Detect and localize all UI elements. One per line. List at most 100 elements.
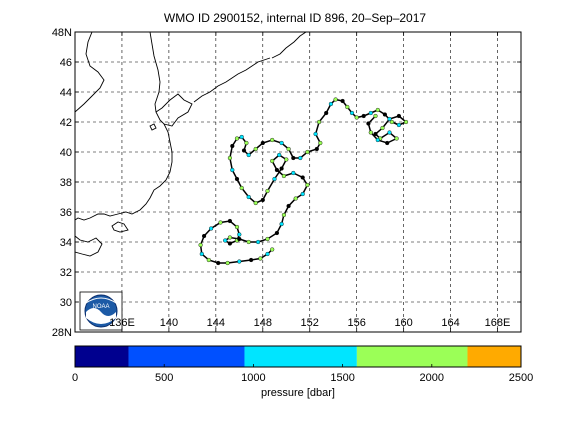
- profile-point: [375, 107, 380, 113]
- profile-point: [256, 239, 261, 245]
- profile-point: [279, 221, 284, 227]
- y-tick-label: 28N: [52, 327, 72, 339]
- profile-point: [314, 146, 319, 152]
- profile-point: [286, 203, 291, 209]
- profile-point: [241, 148, 247, 153]
- profile-point: [253, 146, 258, 152]
- colorbar-frame: [74, 345, 522, 368]
- profile-point: [298, 155, 303, 161]
- profile-point: [270, 137, 275, 143]
- profile-point: [279, 140, 284, 146]
- profile-point: [227, 241, 232, 246]
- profile-point: [202, 233, 207, 239]
- profile-point: [305, 182, 310, 188]
- profile-point: [403, 119, 409, 125]
- profile-point: [291, 170, 296, 176]
- profile-point: [345, 104, 350, 110]
- profile-point: [324, 110, 329, 116]
- profile-point: [354, 115, 359, 120]
- profile-point: [279, 166, 284, 171]
- profile-point: [237, 236, 242, 242]
- map-area: NOAA 136E 140 144 148 152 156 160 164 168E 48N 46 4…: [52, 27, 522, 339]
- profile-point: [274, 230, 279, 236]
- colorbar-band: [244, 346, 357, 367]
- profile-point: [225, 260, 230, 266]
- y-tick-label: 30: [60, 297, 72, 309]
- chart-title: WMO ID 2900152, internal ID 896, 20–Sep–…: [164, 11, 426, 25]
- float-track: [198, 97, 409, 266]
- profile-point: [284, 157, 289, 162]
- profile-point: [249, 257, 254, 263]
- profile-point: [206, 257, 211, 263]
- profile-point: [230, 143, 235, 149]
- coastline-hokkaido: [155, 93, 193, 127]
- profile-point: [361, 113, 366, 119]
- profile-point: [246, 152, 251, 158]
- profile-point: [366, 121, 371, 126]
- profile-point: [237, 259, 242, 264]
- profile-point: [396, 113, 401, 119]
- profile-point: [368, 110, 373, 116]
- profile-point: [281, 173, 286, 179]
- profile-point: [274, 167, 279, 173]
- profile-point: [291, 155, 296, 161]
- x-tick-label: 156: [348, 317, 366, 329]
- profile-point: [237, 232, 242, 237]
- profile-point: [300, 175, 305, 180]
- profile-point: [216, 260, 221, 266]
- profile-point: [265, 236, 270, 242]
- colorbar-band: [356, 346, 468, 367]
- profile-point: [318, 140, 323, 146]
- profile-point: [260, 197, 265, 203]
- colorbar-tick-label: 500: [155, 372, 173, 384]
- colorbar: 0 500 1000 1500 2000 2500 pressure [dbar]: [72, 345, 533, 399]
- profile-point: [234, 136, 240, 141]
- profile-point: [389, 119, 394, 125]
- y-tick-label: 40: [60, 147, 72, 159]
- colorbar-ticks: 0 500 1000 1500 2000 2500: [72, 364, 533, 384]
- profile-point: [227, 155, 232, 161]
- colorbar-tick-label: 2500: [509, 372, 533, 384]
- colorbar-tick-label: 1500: [330, 372, 354, 384]
- coastline-shikoku: [111, 221, 129, 233]
- coastline-sado: [149, 123, 157, 131]
- profile-point: [313, 131, 318, 137]
- x-tick-label: 136E: [109, 317, 135, 329]
- profile-point: [258, 256, 263, 261]
- profile-point: [328, 101, 333, 107]
- profile-point: [265, 188, 270, 194]
- profile-point: [333, 97, 338, 102]
- profile-point: [385, 140, 390, 146]
- x-tick-label: 168E: [485, 317, 511, 329]
- profile-points: [198, 97, 409, 266]
- profile-point: [260, 140, 265, 146]
- colorbar-label: pressure [dbar]: [261, 387, 335, 399]
- profile-point: [244, 140, 249, 146]
- profile-point: [373, 131, 378, 137]
- profile-point: [265, 251, 270, 257]
- colorbar-bands: [75, 346, 521, 367]
- coastline-sakhalin: [149, 32, 161, 113]
- profile-point: [382, 112, 387, 117]
- profile-point: [227, 218, 232, 224]
- profile-point: [270, 158, 275, 164]
- profile-point: [373, 113, 378, 119]
- profile-point: [253, 200, 258, 206]
- profile-point: [246, 239, 251, 245]
- y-tick-label: 36: [60, 207, 72, 219]
- x-tick-label: 148: [254, 317, 272, 329]
- x-tick-label: 144: [207, 317, 225, 329]
- coastline-kamchatka: [271, 32, 307, 59]
- y-tick-label: 38: [60, 177, 72, 189]
- y-tick-label: 34: [60, 237, 72, 249]
- noaa-logo: NOAA: [79, 291, 123, 331]
- profile-point: [394, 136, 399, 141]
- profile-point: [223, 238, 228, 243]
- y-tick-label: 42: [60, 117, 72, 129]
- profile-point: [340, 98, 345, 104]
- colorbar-tick-label: 1000: [241, 372, 265, 384]
- profile-point: [380, 125, 385, 131]
- profile-point: [349, 110, 355, 116]
- profile-point: [234, 224, 240, 230]
